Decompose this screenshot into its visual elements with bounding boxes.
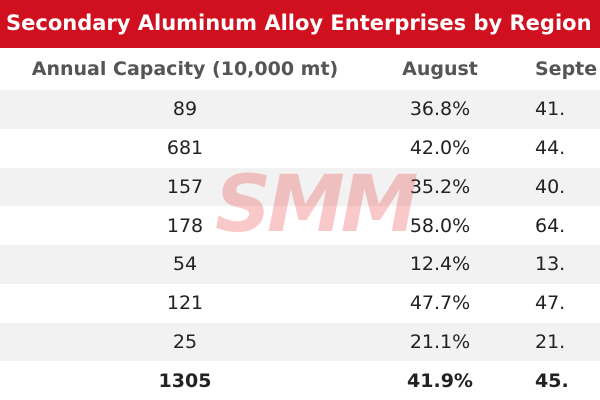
table-cell: 44. bbox=[535, 137, 566, 160]
table-row: 681 42.0% 44. bbox=[0, 128, 600, 168]
table-cell: 58.0% bbox=[409, 214, 471, 237]
table-cell: 121 bbox=[166, 292, 204, 315]
table-row: 1305 41.9% 45. bbox=[0, 361, 600, 400]
header-cell: Septe bbox=[535, 58, 598, 80]
table-cell: 64. bbox=[535, 214, 566, 237]
table-cell: 25 bbox=[172, 330, 198, 353]
table: Annual Capacity (10,000 mt) August Septe 89… bbox=[0, 48, 600, 400]
table-cell: 42.0% bbox=[409, 137, 471, 160]
table-cell: 35.2% bbox=[409, 175, 471, 198]
table-cell: 157 bbox=[166, 175, 204, 198]
table-cell: 681 bbox=[166, 137, 204, 160]
title-bar: Secondary Aluminum Alloy Enterprises by … bbox=[0, 0, 600, 48]
table-row: 121 47.7% 47. bbox=[0, 283, 600, 323]
table-cell: 47. bbox=[535, 292, 566, 315]
table-cell: 1305 bbox=[158, 369, 212, 392]
table-cell: 40. bbox=[535, 175, 566, 198]
table-cell: 41.9% bbox=[407, 369, 473, 392]
table-cell: 178 bbox=[166, 214, 204, 237]
table-cell: 41. bbox=[535, 98, 566, 121]
header-cell: August bbox=[402, 58, 478, 80]
table-cell: 21.1% bbox=[409, 330, 471, 353]
table-cell: 12.4% bbox=[409, 253, 471, 276]
table-row: 25 21.1% 21. bbox=[0, 322, 600, 362]
table-cell: 54 bbox=[172, 253, 198, 276]
header-cell: Annual Capacity (10,000 mt) bbox=[31, 58, 339, 80]
table-row: 178 58.0% 64. bbox=[0, 206, 600, 245]
table-cell: 45. bbox=[535, 369, 569, 392]
table-cell: 13. bbox=[535, 253, 566, 276]
table-row: 89 36.8% 41. bbox=[0, 90, 600, 129]
table-cell: 21. bbox=[535, 330, 566, 353]
table-cell: 36.8% bbox=[409, 98, 471, 121]
table-cell: 89 bbox=[172, 98, 198, 121]
table-row: 54 12.4% 13. bbox=[0, 245, 600, 284]
header-row: Annual Capacity (10,000 mt) August Septe bbox=[0, 48, 600, 90]
table-row: 157 35.2% 40. bbox=[0, 167, 600, 207]
table-cell: 47.7% bbox=[409, 292, 471, 315]
